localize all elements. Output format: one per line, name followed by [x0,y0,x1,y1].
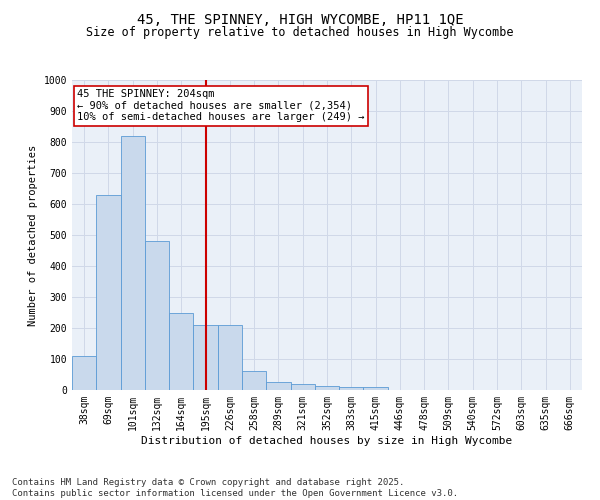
Bar [266,382,290,390]
Bar [72,356,96,390]
Bar [218,325,242,390]
Bar [315,386,339,390]
Y-axis label: Number of detached properties: Number of detached properties [28,144,38,326]
Text: Size of property relative to detached houses in High Wycombe: Size of property relative to detached ho… [86,26,514,39]
Bar [339,387,364,390]
Text: Contains HM Land Registry data © Crown copyright and database right 2025.
Contai: Contains HM Land Registry data © Crown c… [12,478,458,498]
Bar [169,312,193,390]
Bar [121,136,145,390]
Bar [145,241,169,390]
Bar [290,384,315,390]
Bar [364,387,388,390]
Text: 45, THE SPINNEY, HIGH WYCOMBE, HP11 1QE: 45, THE SPINNEY, HIGH WYCOMBE, HP11 1QE [137,12,463,26]
X-axis label: Distribution of detached houses by size in High Wycombe: Distribution of detached houses by size … [142,436,512,446]
Text: 45 THE SPINNEY: 204sqm
← 90% of detached houses are smaller (2,354)
10% of semi-: 45 THE SPINNEY: 204sqm ← 90% of detached… [77,90,365,122]
Bar [193,325,218,390]
Bar [96,194,121,390]
Bar [242,372,266,390]
